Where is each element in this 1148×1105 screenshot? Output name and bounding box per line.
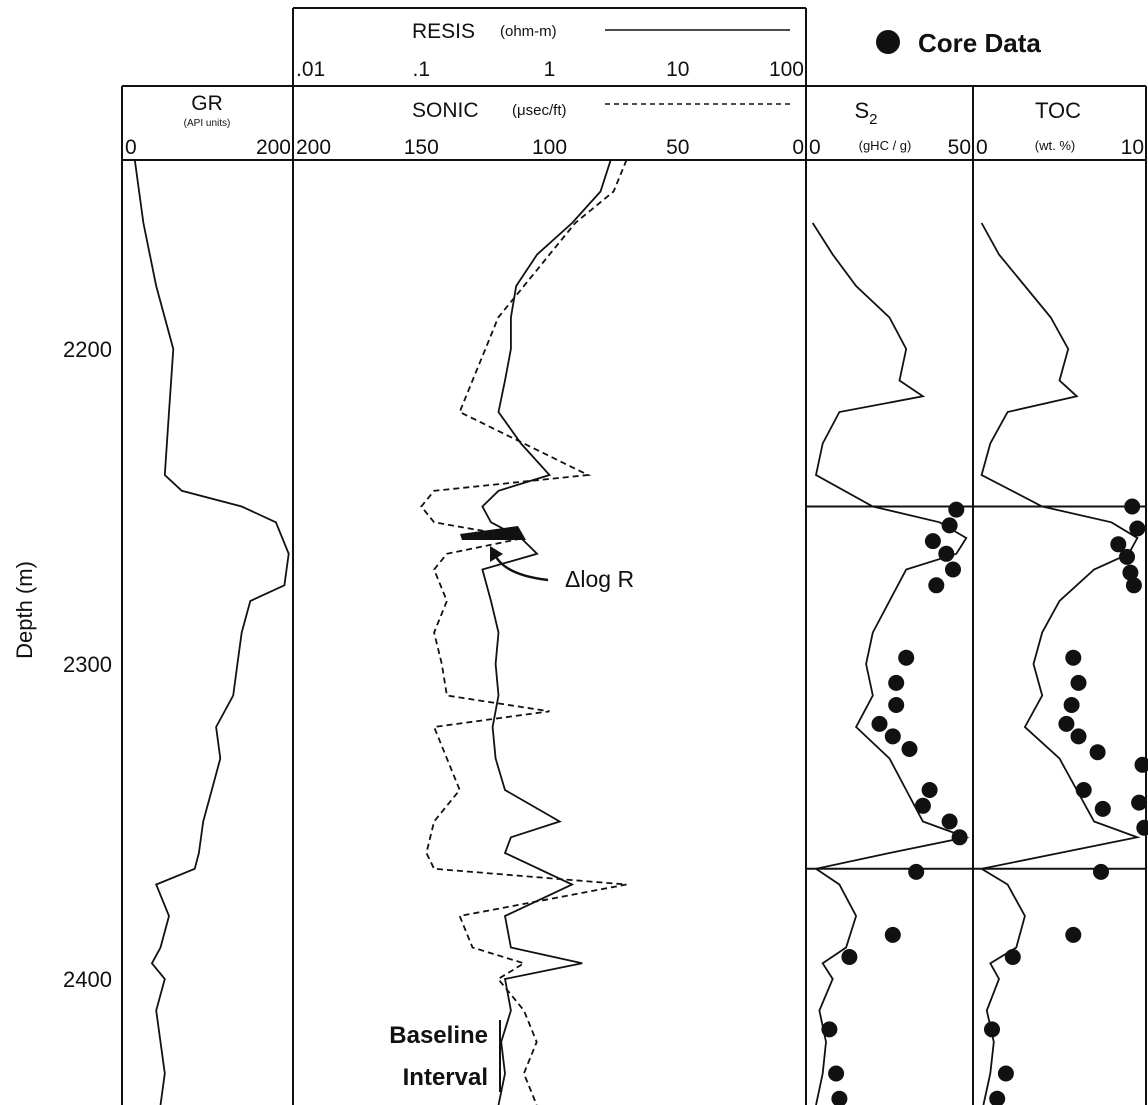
toc-core-point	[984, 1021, 1000, 1038]
toc-core-point	[1119, 548, 1135, 565]
gr-tick-label: 0	[125, 136, 137, 159]
toc-core-point	[1136, 819, 1148, 836]
toc-core-point	[1004, 949, 1021, 965]
s2-core-point	[914, 797, 931, 814]
delta-logr-wedge	[460, 526, 526, 540]
toc-core-point	[1063, 697, 1080, 713]
gr-curve	[133, 159, 290, 1105]
resis-curve	[481, 159, 612, 1105]
depth-tick-label: 2300	[63, 652, 112, 677]
gr-unit: (API units)	[184, 118, 231, 129]
toc-core-point	[1134, 756, 1148, 773]
delta-logr-arrowhead	[490, 546, 503, 562]
s2-curve	[811, 222, 970, 1105]
toc-title: TOC	[1035, 98, 1081, 123]
resis-unit: (ohm-m)	[500, 23, 557, 40]
sonic-tick-label: 0	[792, 136, 804, 159]
track-plots	[133, 159, 1148, 1105]
s2-core-point	[831, 1090, 848, 1105]
s2-core-point	[898, 649, 915, 666]
sonic-tick-label: 200	[296, 136, 331, 159]
s2-core-point	[888, 697, 905, 713]
s2-core-point	[871, 715, 888, 732]
legend-core-label: Core Data	[918, 28, 1041, 58]
s2-unit: (gHC / g)	[859, 138, 912, 153]
legend: Core Data	[876, 28, 1041, 58]
sonic-unit: (μsec/ft)	[512, 102, 566, 119]
toc-core-point	[1070, 674, 1087, 691]
s2-core-point	[821, 1021, 838, 1038]
s2-core-point	[924, 533, 941, 550]
gr-title: GR	[191, 92, 223, 115]
sonic-tick-label: 100	[532, 136, 567, 159]
resis-tick-label: 100	[769, 58, 804, 81]
sonic-tick-label: 150	[404, 136, 439, 159]
depth-axis-label: Depth (m)	[12, 561, 37, 659]
s2-core-point	[884, 728, 901, 745]
s2-core-point	[908, 863, 925, 880]
toc-core-point	[1129, 520, 1146, 537]
toc-core-point	[1131, 794, 1148, 811]
resis-tick-label: .1	[412, 58, 430, 81]
gr-tick-label: 0	[809, 136, 821, 159]
toc-tick-label: 0	[976, 136, 988, 159]
toc-core-point	[989, 1090, 1006, 1105]
resis-tick-label: .01	[296, 58, 325, 81]
toc-core-point	[1065, 926, 1082, 943]
s2-core-point	[901, 741, 918, 757]
toc-core-point	[1110, 536, 1127, 553]
s2-core-point	[941, 813, 958, 830]
resis-title: RESIS	[412, 20, 475, 43]
s2-title-main: S	[854, 98, 869, 123]
toc-core-point	[1094, 800, 1111, 817]
sonic-curve	[420, 159, 628, 1105]
toc-core-point	[1089, 744, 1106, 761]
s2-core-point	[951, 829, 968, 846]
s2-core-point	[948, 501, 965, 518]
s2-core-point	[938, 545, 955, 562]
s2-core-point	[888, 674, 905, 691]
annotations: Δlog R Baseline Interval	[389, 526, 634, 1092]
delta-logr-label: Δlog R	[565, 566, 634, 592]
toc-curve	[979, 222, 1141, 1105]
toc-core-point	[1058, 715, 1075, 732]
depth-tick-label: 2200	[63, 337, 112, 362]
toc-core-point	[1122, 564, 1139, 581]
s2-core-point	[928, 577, 945, 594]
s2-title-sub: 2	[869, 111, 877, 128]
gr-tick-label: 200	[256, 136, 291, 159]
s2-core-point	[884, 926, 901, 943]
toc-tick-label: 10	[1121, 136, 1144, 159]
s2-core-point	[945, 561, 961, 578]
toc-core-point	[1070, 728, 1087, 745]
gr-tick-label: 50	[948, 136, 971, 159]
track-frames	[121, 7, 1147, 1105]
toc-core-point	[1065, 649, 1082, 666]
s2-core-point	[941, 517, 958, 534]
s2-core-point	[828, 1065, 845, 1082]
s2-title: S2	[854, 98, 877, 128]
s2-core-point	[841, 949, 858, 965]
baseline-label: Baseline	[389, 1022, 488, 1049]
resis-tick-label: 10	[666, 58, 689, 81]
sonic-title: SONIC	[412, 99, 479, 122]
toc-core-point	[1125, 577, 1142, 594]
resis-tick-label: 1	[544, 58, 556, 81]
legend-core-marker	[876, 30, 900, 54]
delta-logr-arrow	[493, 554, 549, 582]
toc-unit: (wt. %)	[1035, 138, 1075, 153]
interval-label: Interval	[403, 1064, 488, 1091]
toc-core-point	[1093, 863, 1109, 880]
sonic-tick-label: 50	[666, 136, 689, 159]
toc-core-point	[997, 1065, 1014, 1082]
depth-tick-label: 2400	[63, 967, 112, 992]
s2-core-point	[921, 782, 938, 798]
toc-core-point	[1075, 782, 1092, 798]
